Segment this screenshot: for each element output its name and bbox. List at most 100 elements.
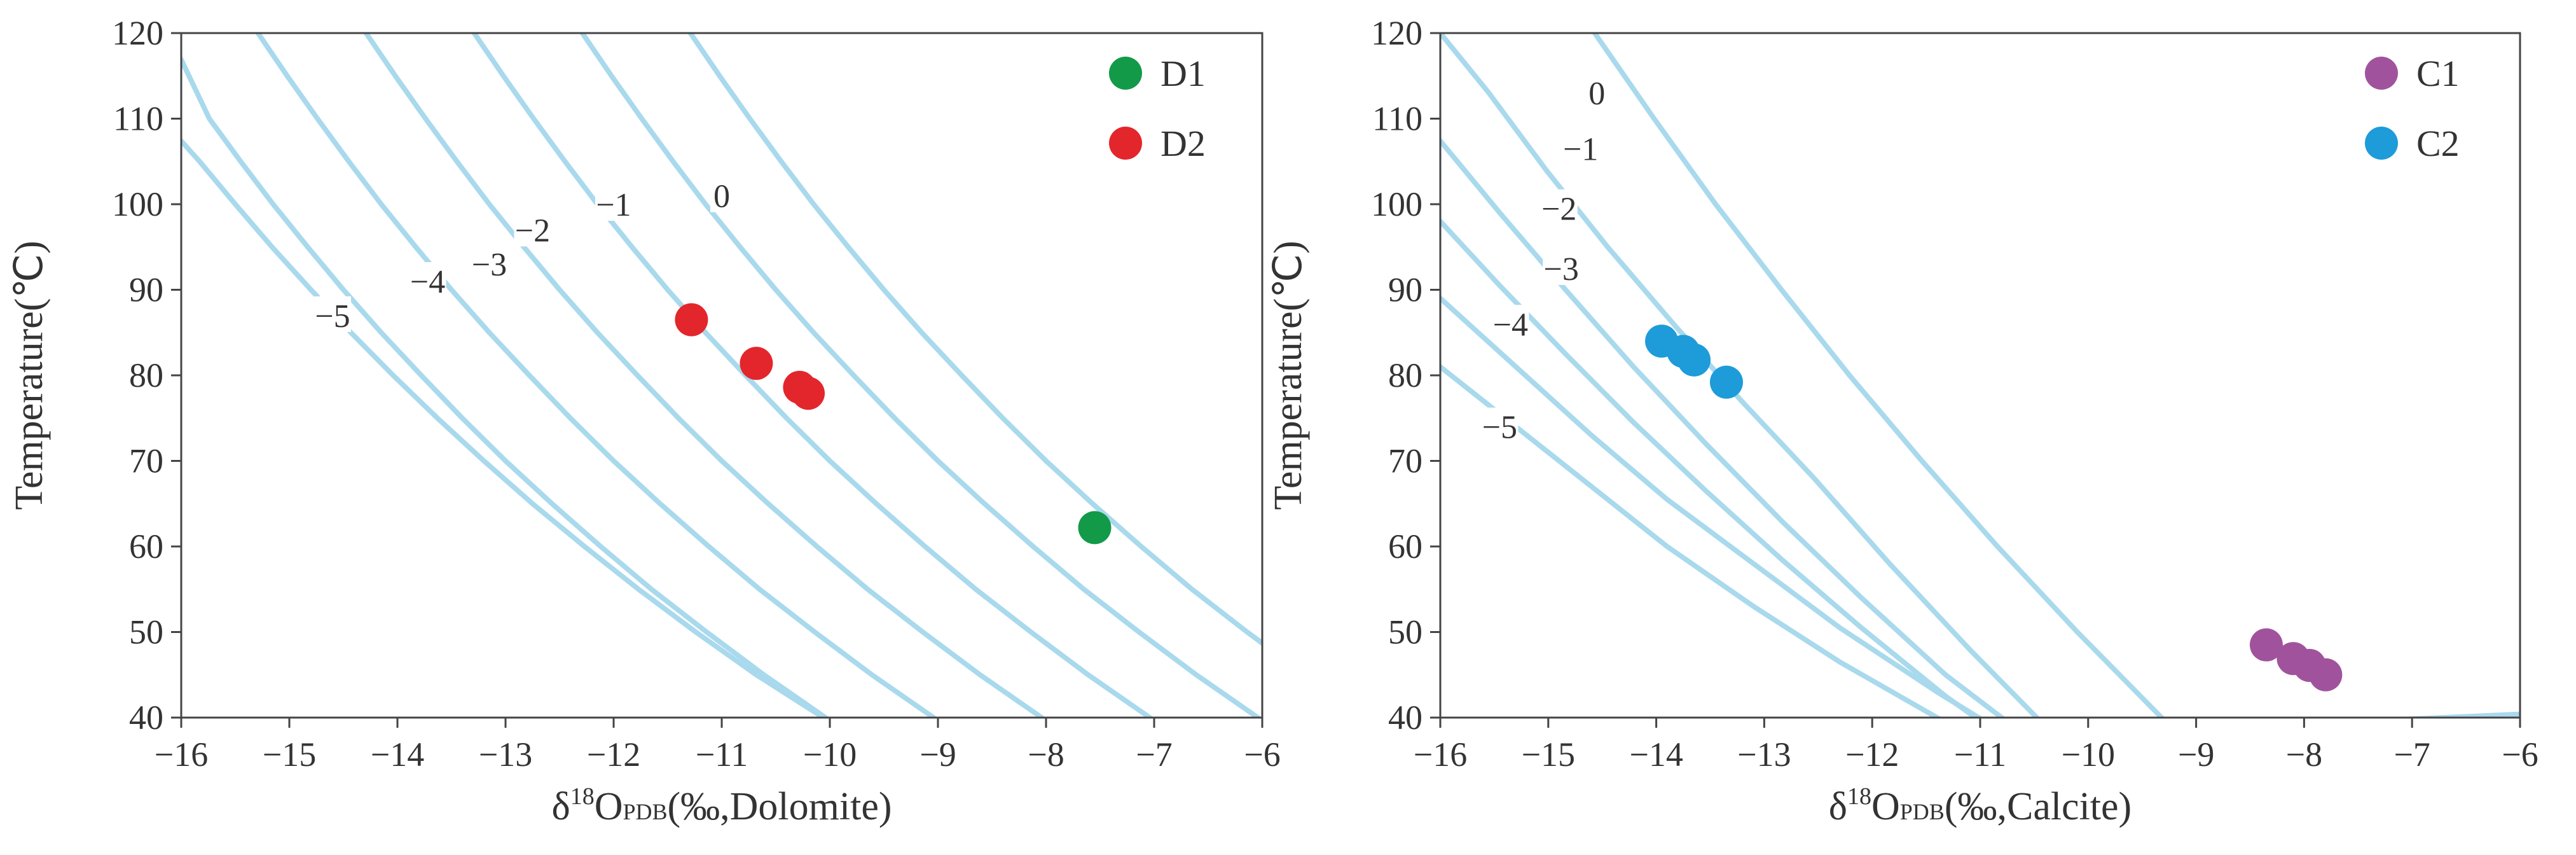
isopleth-curve xyxy=(1440,364,1943,718)
y-tick-label: 40 xyxy=(1388,699,1422,737)
y-tick-label: 80 xyxy=(129,356,163,394)
isopleth-curves xyxy=(181,33,1262,718)
x-tick-label: −12 xyxy=(587,735,640,774)
x-axis-label-part: O xyxy=(1871,785,1900,828)
isopleth-curve xyxy=(1440,33,2520,718)
x-axis-label-part: PDB xyxy=(623,799,667,824)
x-tick-label: −8 xyxy=(2286,735,2322,774)
y-tick-label: 50 xyxy=(129,613,163,651)
curve-label-bg xyxy=(1543,249,1580,285)
x-axis-label-part: 18 xyxy=(570,783,595,810)
x-axis-label-part: (‰,Calcite) xyxy=(1945,785,2132,828)
legend-label: D2 xyxy=(1161,123,1206,164)
legend-label: C2 xyxy=(2416,123,2460,164)
x-tick-label: −6 xyxy=(2502,735,2538,774)
isopleth-curve xyxy=(363,33,1045,718)
curve-label-bg xyxy=(1492,305,1529,341)
data-point xyxy=(740,347,773,380)
x-axis-label: δ18OPDB(‰,Calcite) xyxy=(1829,783,2132,828)
curve-label-bg xyxy=(1481,407,1519,443)
y-tick-label: 60 xyxy=(129,527,163,566)
x-tick-label: −7 xyxy=(1136,735,1172,774)
isopleth-curve xyxy=(1440,295,1984,718)
data-point xyxy=(2309,658,2343,692)
curve-label-bg xyxy=(1540,189,1578,225)
legend-marker xyxy=(1109,57,1142,90)
curve-label: −4 xyxy=(1493,307,1528,343)
curve-label-bg xyxy=(471,245,508,281)
plot-frame xyxy=(1439,32,2521,719)
x-tick-label: −16 xyxy=(1414,735,1467,774)
y-tick-label: 70 xyxy=(1388,442,1422,480)
x-tick-label: −14 xyxy=(371,735,424,774)
curve-label-bg xyxy=(514,211,551,247)
legend-label: C1 xyxy=(2416,53,2460,94)
isopleth-curves xyxy=(1440,33,2520,718)
curve-label: 0 xyxy=(713,179,730,215)
plot-frame xyxy=(180,32,1264,719)
y-tick-label: 50 xyxy=(1388,613,1422,651)
data-point xyxy=(1709,365,1743,399)
isopleth-curve xyxy=(1440,138,2006,718)
legend-marker xyxy=(1109,127,1142,160)
x-axis-label-part: PDB xyxy=(1900,799,1945,824)
curve-label: −2 xyxy=(1541,191,1576,228)
x-tick-label: −10 xyxy=(2062,735,2115,774)
y-tick-label: 70 xyxy=(129,442,163,480)
x-tick-label: −6 xyxy=(1244,735,1280,774)
curve-label: −2 xyxy=(515,212,550,249)
y-tick-label: 110 xyxy=(113,100,163,138)
curve-label-bg xyxy=(1562,129,1599,165)
series-c2 xyxy=(1645,324,1743,399)
x-axis-label-part: δ xyxy=(1829,785,1847,828)
isopleth-curve xyxy=(687,33,1262,646)
curve-label-bg xyxy=(314,296,351,332)
isopleth-curve xyxy=(471,33,1153,718)
curve-label: −5 xyxy=(315,298,350,335)
legend-label: D1 xyxy=(1161,53,1206,94)
x-tick-label: −11 xyxy=(1954,735,2006,774)
x-axis-label-part: 18 xyxy=(1847,783,1871,810)
x-axis-label-part: (‰,Dolomite) xyxy=(668,785,892,828)
right-chart-panel: 0 −1 −2 −3 −4 −5 −16 −15 −14 −13 −12 −11 −10 −9 −8 −7 −6… xyxy=(1267,14,2538,828)
x-tick-label: −11 xyxy=(696,735,748,774)
x-tick-label: −13 xyxy=(1737,735,1791,774)
x-tick-label: −16 xyxy=(155,735,208,774)
isopleth-curve xyxy=(579,33,1261,718)
y-axis-label: Temperature(℃) xyxy=(8,240,51,510)
curve-label-bg xyxy=(710,176,733,212)
y-tick-label: 90 xyxy=(1388,271,1422,309)
x-tick-label: −9 xyxy=(920,735,956,774)
x-tick-label: −13 xyxy=(479,735,532,774)
data-point xyxy=(675,303,708,337)
x-tick-label: −8 xyxy=(1028,735,1064,774)
isopleth-curve xyxy=(181,57,829,718)
y-tick-label: 120 xyxy=(112,14,163,52)
y-tick-label: 110 xyxy=(1372,100,1422,138)
x-tick-label: −9 xyxy=(2178,735,2214,774)
data-point xyxy=(1078,511,1112,545)
y-tick-label: 90 xyxy=(129,271,163,309)
left-chart-panel: 0 −1 −2−3 −4 −5 −16 −15 −14 −13 −12 −11 −10 −9 −8 −7 −6… xyxy=(8,14,1281,828)
y-tick-label: 80 xyxy=(1388,356,1422,394)
x-tick-label: −15 xyxy=(1522,735,1575,774)
series-d1 xyxy=(1078,511,1112,545)
curve-label: −1 xyxy=(596,187,631,223)
x-tick-label: −14 xyxy=(1629,735,1683,774)
data-point xyxy=(792,377,825,410)
x-tick-label: −10 xyxy=(803,735,857,774)
curve-label: 0 xyxy=(1588,76,1605,112)
legend-marker xyxy=(2365,127,2398,160)
x-axis-label: δ18OPDB(‰,Dolomite) xyxy=(551,783,892,828)
legend-marker xyxy=(2365,57,2398,90)
y-tick-label: 100 xyxy=(1371,185,1422,223)
y-tick-label: 120 xyxy=(1371,14,1422,52)
y-axis-label: Temperature(℃) xyxy=(1267,240,1310,510)
x-tick-label: −12 xyxy=(1845,735,1899,774)
curve-label-bg xyxy=(1585,74,1609,110)
curve-label-bg xyxy=(409,262,446,298)
curve-label-bg xyxy=(595,185,632,221)
y-tick-label: 40 xyxy=(129,699,163,737)
y-tick-label: 100 xyxy=(112,185,163,223)
